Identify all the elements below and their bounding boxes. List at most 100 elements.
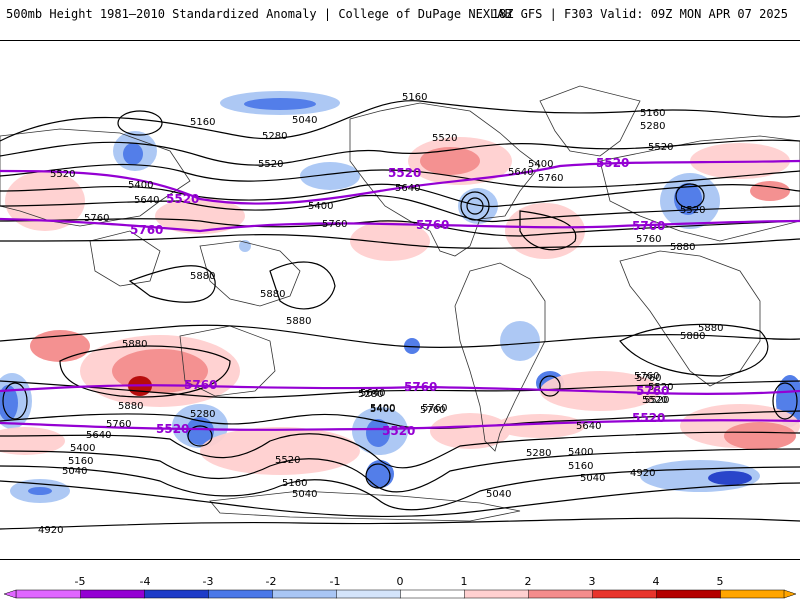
contour-label: 5400	[528, 159, 553, 170]
contour-label: 5760	[322, 219, 347, 230]
contour-label: 5520	[648, 142, 673, 153]
contour-label: 5760	[634, 371, 659, 382]
contour-label: 5160	[568, 461, 593, 472]
highlight-label: 5760	[184, 378, 217, 392]
colorbar-tick: 2	[525, 575, 532, 588]
highlight-label: 5760	[632, 219, 665, 233]
contour-label: 5520	[648, 382, 673, 393]
contour-label: 5760	[636, 234, 661, 245]
contour-label: 5520	[644, 395, 669, 406]
contour-label: 5880	[286, 316, 311, 327]
highlight-label: 5760	[404, 380, 437, 394]
contour-label: 4920	[38, 525, 63, 536]
contour-label: 5520	[258, 159, 283, 170]
contour-label: 5160	[68, 456, 93, 467]
highlight-contours	[0, 159, 800, 431]
contour-label: 5160	[402, 92, 427, 103]
contour-label: 5040	[62, 466, 87, 477]
contour-label: 5640	[360, 388, 385, 399]
highlight-label: 5760	[636, 384, 669, 398]
model-valid-time: 18Z GFS | F303 Valid: 09Z MON APR 07 202…	[491, 7, 788, 21]
colorbar-segment	[655, 589, 721, 599]
contour-label: 5400	[370, 404, 395, 415]
highlight-label: 5520	[596, 156, 629, 170]
contour-label: 5760	[84, 213, 109, 224]
contour-label: 5280	[262, 131, 287, 142]
colorbar-segment	[143, 589, 209, 599]
contour-label: 5640	[134, 195, 159, 206]
highlight-label: 5760	[416, 218, 449, 232]
contour-label: 5280	[190, 409, 215, 420]
colorbar-tick: 1	[461, 575, 468, 588]
contour-label: 5640	[86, 430, 111, 441]
positive-anomaly-shading	[0, 137, 800, 475]
contour-label: 5880	[260, 289, 285, 300]
contour-label: 5520	[432, 133, 457, 144]
highlight-label-layer: 5520 5520 5520 5760 5760 5760 5760 5760 …	[130, 156, 669, 438]
contour-label-layer: 5160 5040 5160 5280 5520 5160 5280 5520 …	[38, 92, 723, 536]
contour-label: 5880	[122, 339, 147, 350]
colorbar-segment	[271, 589, 337, 599]
colorbar-tick: 3	[589, 575, 596, 588]
contour-label: 5640	[576, 421, 601, 432]
contour-label: 5760	[420, 405, 445, 416]
highlight-label: 5520	[632, 411, 665, 425]
anomaly-colorbar: -5 -4 -3 -2 -1 0 1 2 3 4 5	[0, 560, 800, 600]
colorbar-segment	[79, 589, 145, 599]
contour-label: 5160	[282, 478, 307, 489]
contour-label: 5760	[636, 373, 661, 384]
colorbar-svg: -5 -4 -3 -2 -1 0 1 2 3 4 5	[3, 575, 797, 599]
contour-label: 5880	[190, 271, 215, 282]
colorbar-min-arrow	[3, 589, 17, 599]
contour-label: 5520	[642, 395, 667, 406]
height-contours	[0, 100, 800, 530]
colorbar-segment	[399, 589, 465, 599]
contour-label: 5520	[50, 169, 75, 180]
colorbar-tick: -1	[330, 575, 341, 588]
contour-label: 5400	[308, 201, 333, 212]
highlight-label: 5520	[388, 166, 421, 180]
colorbar-segment	[719, 589, 785, 599]
contour-label: 5280	[640, 121, 665, 132]
colorbar-segment	[207, 589, 273, 599]
colorbar-tick-labels: -5 -4 -3 -2 -1 0 1 2 3 4 5	[75, 575, 724, 588]
contour-label: 5160	[640, 108, 665, 119]
map-title: 500mb Height 1981–2010 Standardized Anom…	[6, 7, 512, 21]
contour-label: 5400	[568, 447, 593, 458]
contour-label: 5280	[526, 448, 551, 459]
contour-label: 5400	[370, 403, 395, 414]
contour-label: 5400	[128, 180, 153, 191]
highlight-label: 5760	[130, 223, 163, 237]
contour-label: 4920	[630, 468, 655, 479]
contour-label: 5520	[275, 455, 300, 466]
contour-label: 5640	[395, 183, 420, 194]
colorbar-tick: -2	[266, 575, 277, 588]
contour-label: 5040	[486, 489, 511, 500]
colorbar-tick: 4	[653, 575, 660, 588]
contour-label: 5880	[698, 323, 723, 334]
contour-label: 5760	[106, 419, 131, 430]
contour-label: 5880	[118, 401, 143, 412]
colorbar-segment	[463, 589, 529, 599]
colorbar-tick: 0	[397, 575, 404, 588]
contour-label: 5520	[680, 205, 705, 216]
contour-label: 5040	[292, 115, 317, 126]
contour-label: 5040	[292, 489, 317, 500]
contour-label: 5400	[70, 443, 95, 454]
colorbar-max-arrow	[783, 589, 797, 599]
highlight-label: 5520	[166, 192, 199, 206]
colorbar-segment	[591, 589, 657, 599]
contour-label: 5880	[670, 242, 695, 253]
contour-label: 5760	[538, 173, 563, 184]
colorbar-segment	[15, 589, 81, 599]
colorbar-segment	[335, 589, 401, 599]
contour-label: 5640	[508, 167, 533, 178]
contour-label: 5160	[190, 117, 215, 128]
highlight-label: 5520	[156, 422, 189, 436]
map-canvas: 5160 5040 5160 5280 5520 5160 5280 5520 …	[0, 85, 800, 536]
colorbar-tick: 5	[717, 575, 724, 588]
highlight-label: 5520	[382, 424, 415, 438]
contour-label: 5880	[680, 331, 705, 342]
contour-label: 5280	[358, 389, 383, 400]
anomaly-map: 5160 5040 5160 5280 5520 5160 5280 5520 …	[0, 40, 800, 560]
